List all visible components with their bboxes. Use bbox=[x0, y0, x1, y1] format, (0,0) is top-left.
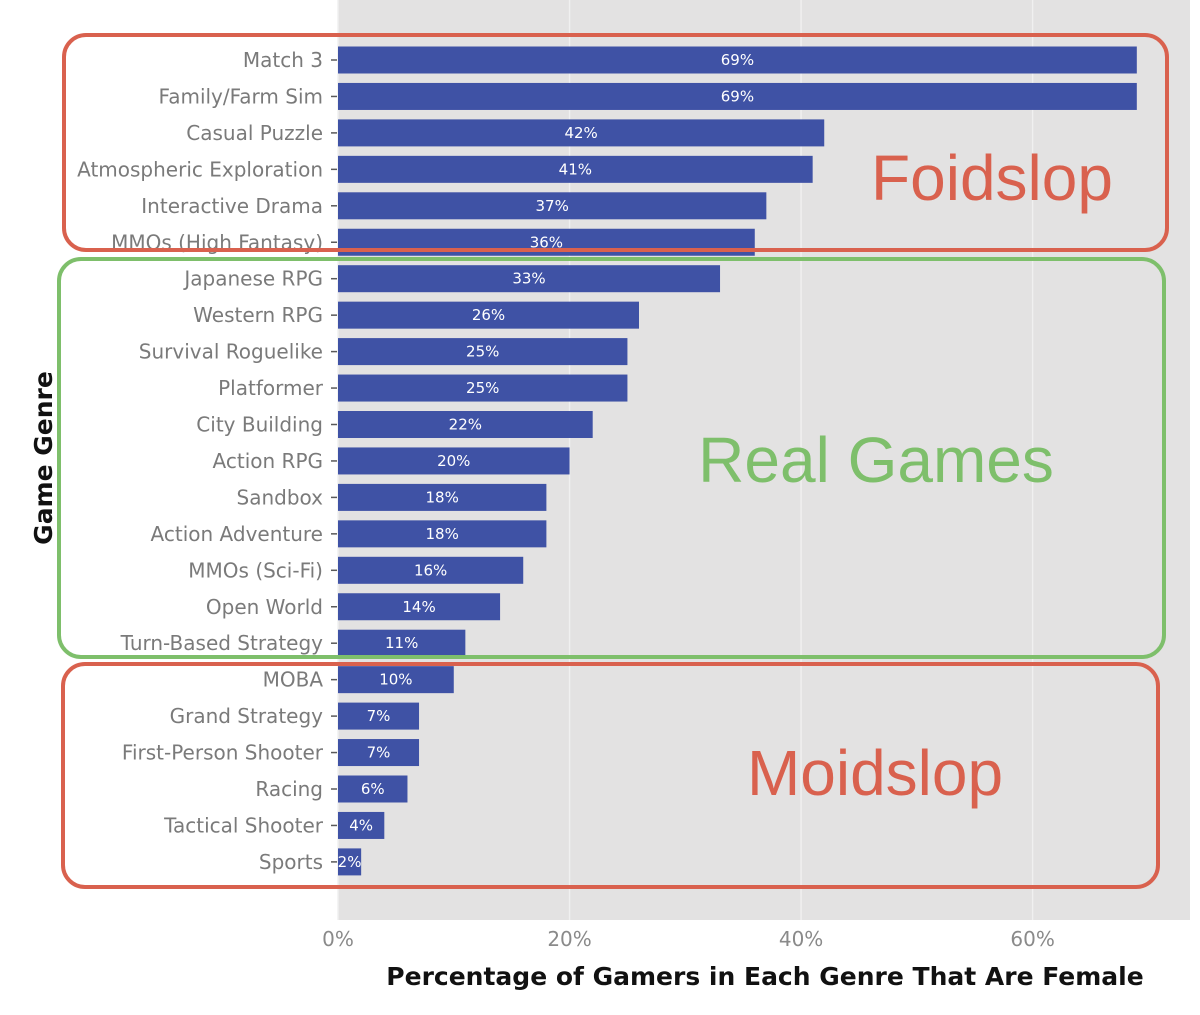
bar-western-rpg bbox=[338, 301, 640, 329]
bar-value-label: 16% bbox=[414, 561, 447, 579]
category-label: Japanese RPG bbox=[182, 267, 323, 291]
bar-mmos-sci-fi bbox=[338, 556, 524, 584]
bar-city-building bbox=[338, 411, 593, 438]
category-label: MOBA bbox=[263, 668, 324, 692]
bar-value-label: 18% bbox=[426, 488, 459, 506]
bar-tactical-shooter bbox=[338, 811, 385, 839]
bar-value-label: 33% bbox=[512, 270, 545, 288]
category-label: Grand Strategy bbox=[170, 704, 324, 728]
bar-value-label: 42% bbox=[564, 124, 597, 142]
category-label: Action RPG bbox=[213, 449, 323, 473]
category-label: Platformer bbox=[218, 376, 324, 400]
category-label: First-Person Shooter bbox=[122, 741, 324, 765]
category-label: Family/Farm Sim bbox=[159, 84, 323, 108]
bar-japanese-rpg bbox=[338, 265, 721, 293]
bar-value-label: 18% bbox=[426, 525, 459, 543]
category-label: Atmospheric Exploration bbox=[77, 157, 323, 181]
x-axis-title: Percentage of Gamers in Each Genre That … bbox=[386, 962, 1143, 991]
category-label: Turn-Based Strategy bbox=[120, 631, 324, 655]
x-tick-label: 0% bbox=[322, 927, 354, 951]
category-label: Sandbox bbox=[237, 485, 324, 509]
bar-value-label: 41% bbox=[559, 160, 592, 178]
category-label: Tactical Shooter bbox=[163, 813, 324, 837]
bar-value-label: 25% bbox=[466, 343, 499, 361]
bar-turn-based-strategy bbox=[338, 629, 466, 657]
bar-value-label: 7% bbox=[367, 744, 391, 762]
bar-family-farm-sim bbox=[338, 82, 1137, 110]
bar-value-label: 69% bbox=[721, 51, 754, 69]
bar-grand-strategy bbox=[338, 702, 420, 730]
category-label: Interactive Drama bbox=[141, 194, 323, 218]
bar-open-world bbox=[338, 593, 501, 621]
bar-value-label: 69% bbox=[721, 87, 754, 105]
moidslop-box bbox=[61, 662, 1160, 889]
bar-value-label: 6% bbox=[361, 780, 385, 798]
bar-racing bbox=[338, 775, 408, 803]
bar-value-label: 14% bbox=[402, 598, 435, 616]
bar-atmospheric-exploration bbox=[338, 155, 813, 183]
foidslop-box bbox=[62, 33, 1169, 252]
y-axis-title: Game Genre bbox=[29, 371, 58, 545]
bar-value-label: 20% bbox=[437, 452, 470, 470]
bar-value-label: 26% bbox=[472, 306, 505, 324]
category-label: Casual Puzzle bbox=[186, 121, 323, 145]
foidslop-label: Foidslop bbox=[871, 142, 1113, 214]
category-label: Match 3 bbox=[243, 48, 323, 72]
bar-value-label: 4% bbox=[349, 816, 373, 834]
category-label: Survival Roguelike bbox=[139, 340, 323, 364]
bar-value-label: 36% bbox=[530, 233, 563, 251]
x-tick-labels: 0% 20% 40% 60% bbox=[322, 927, 1055, 951]
bar-interactive-drama bbox=[338, 192, 767, 220]
real-games-box bbox=[57, 257, 1166, 659]
bar-platformer bbox=[338, 374, 628, 402]
bar-value-label: 11% bbox=[385, 634, 418, 652]
bar-value-label: 37% bbox=[536, 197, 569, 215]
x-tick-label: 40% bbox=[779, 927, 823, 951]
bar-value-label: 22% bbox=[449, 416, 482, 434]
bar-survival-roguelike bbox=[338, 338, 628, 366]
category-label: City Building bbox=[196, 413, 323, 437]
bar-match-3 bbox=[338, 46, 1137, 74]
bar-value-label: 2% bbox=[338, 853, 362, 871]
bar-sandbox bbox=[338, 483, 547, 511]
bar-moba bbox=[338, 666, 454, 694]
bar-value-labels: 69% 69% 42% 41% 37% 36% 33% 26% 25% 25% 22% 20% 18% 1… bbox=[338, 51, 754, 871]
moidslop-label: Moidslop bbox=[747, 737, 1003, 809]
category-label: Action Adventure bbox=[151, 522, 323, 546]
bar-casual-puzzle bbox=[338, 119, 825, 147]
category-label: MMOs (Sci-Fi) bbox=[188, 558, 323, 582]
group-boxes: Foidslop Real Games Moidslop bbox=[57, 33, 1169, 889]
category-label: Sports bbox=[259, 850, 323, 874]
bar-action-adventure bbox=[338, 520, 547, 548]
category-label: Western RPG bbox=[193, 303, 323, 327]
category-label: Racing bbox=[255, 777, 323, 801]
bar-first-person-shooter bbox=[338, 739, 420, 767]
real-games-label: Real Games bbox=[698, 424, 1054, 496]
category-label: Open World bbox=[206, 595, 323, 619]
category-labels: Match 3 Family/Farm Sim Casual Puzzle Atmos… bbox=[77, 48, 337, 874]
bar-sports bbox=[338, 848, 362, 876]
x-tick-label: 20% bbox=[547, 927, 591, 951]
bar-action-rpg bbox=[338, 447, 570, 475]
bar-value-label: 7% bbox=[367, 707, 391, 725]
bar-value-label: 10% bbox=[379, 671, 412, 689]
bar-value-label: 25% bbox=[466, 379, 499, 397]
x-tick-label: 60% bbox=[1010, 927, 1054, 951]
